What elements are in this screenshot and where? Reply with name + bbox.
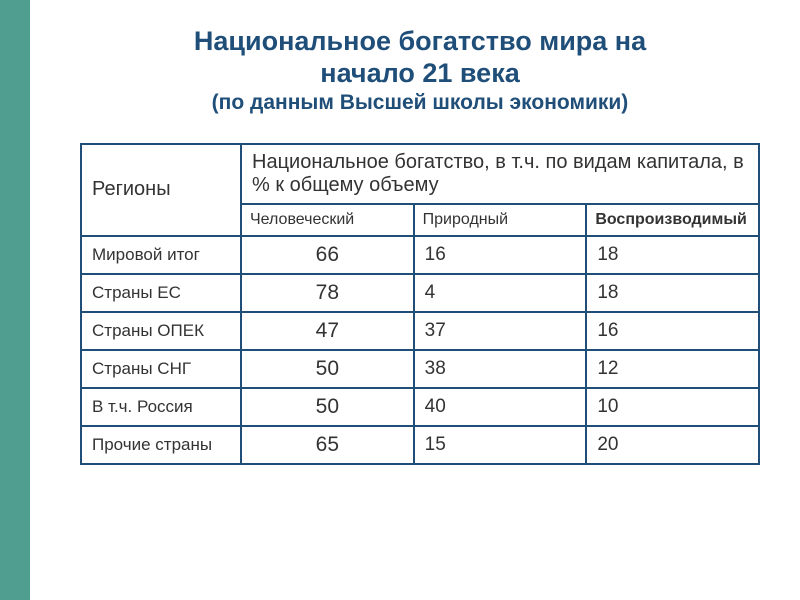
cell-reproducible: 16 [586,312,759,350]
cell-natural: 4 [414,274,587,312]
cell-human: 50 [241,350,414,388]
cell-reproducible: 12 [586,350,759,388]
slide-title: Национальное богатство мира на начало 21… [80,25,760,115]
cell-region: Страны ОПЕК [81,312,241,350]
cell-natural: 16 [414,236,587,274]
cell-region: В т.ч. Россия [81,388,241,426]
cell-human: 47 [241,312,414,350]
cell-reproducible: 18 [586,274,759,312]
title-line2: начало 21 века [80,57,760,89]
cell-region: Страны СНГ [81,350,241,388]
subheader-reproducible: Воспроизводимый [586,204,759,236]
cell-natural: 15 [414,426,587,464]
cell-reproducible: 10 [586,388,759,426]
table-row: Страны СНГ 50 38 12 [81,350,759,388]
table-row: Прочие страны 65 15 20 [81,426,759,464]
cell-region: Страны ЕС [81,274,241,312]
cell-region: Прочие страны [81,426,241,464]
cell-human: 66 [241,236,414,274]
cell-natural: 40 [414,388,587,426]
cell-reproducible: 20 [586,426,759,464]
title-sub: (по данным Высшей школы экономики) [80,90,760,115]
cell-human: 50 [241,388,414,426]
cell-natural: 38 [414,350,587,388]
subheader-natural: Природный [414,204,587,236]
table-row: Страны ОПЕК 47 37 16 [81,312,759,350]
cell-reproducible: 18 [586,236,759,274]
cell-region: Мировой итог [81,236,241,274]
table-header-row: Регионы Национальное богатство, в т.ч. п… [81,144,759,204]
table-row: Страны ЕС 78 4 18 [81,274,759,312]
title-line1: Национальное богатство мира на [80,25,760,57]
slide-content: Национальное богатство мира на начало 21… [30,0,800,485]
cell-human: 78 [241,274,414,312]
subheader-human: Человеческий [241,204,414,236]
header-main: Национальное богатство, в т.ч. по видам … [241,144,759,204]
cell-natural: 37 [414,312,587,350]
table-row: Мировой итог 66 16 18 [81,236,759,274]
table-row: В т.ч. Россия 50 40 10 [81,388,759,426]
header-region: Регионы [81,144,241,236]
data-table: Регионы Национальное богатство, в т.ч. п… [80,143,760,465]
sidebar-accent [0,0,30,600]
cell-human: 65 [241,426,414,464]
